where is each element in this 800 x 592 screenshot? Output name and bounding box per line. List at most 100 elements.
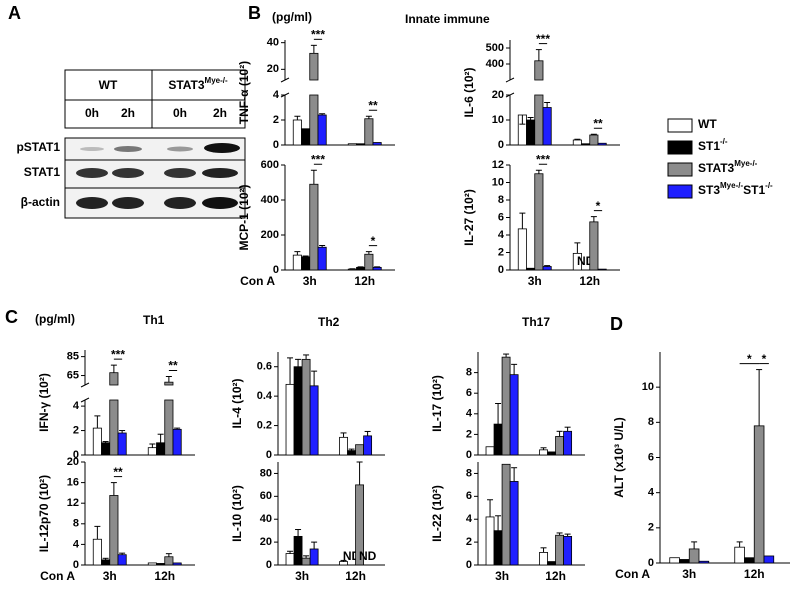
bar [597, 268, 607, 271]
y-tick-label: 8 [498, 194, 504, 206]
y-tick-label: 20 [260, 536, 272, 548]
bar [542, 266, 552, 271]
y-tick-label: 40 [260, 513, 272, 525]
blot-time: 2h [121, 106, 135, 120]
bar [309, 94, 319, 146]
bar [117, 432, 127, 456]
blot-group: WT [99, 78, 118, 92]
band [164, 197, 196, 209]
y-tick-label: 0 [498, 139, 504, 151]
y-tick-label: 10 [492, 114, 504, 126]
bar [534, 173, 544, 271]
y-tick-label: 200 [261, 229, 279, 241]
x-tick-label: 12h [579, 274, 600, 288]
superscript: Mye-/- [720, 181, 743, 190]
legend-label: WT [698, 117, 717, 131]
text: STAT3 [168, 78, 205, 92]
bar [293, 535, 303, 566]
plots: WTST1-/-STAT3Mye-/-ST3Mye-/-ST1-/-024204… [37, 28, 790, 583]
y-tick-label: 10 [492, 176, 504, 188]
blot-time: 0h [173, 106, 187, 120]
bar [164, 556, 174, 566]
bar [679, 559, 690, 564]
y-tick-label: 4 [73, 400, 80, 412]
bar [309, 183, 319, 271]
y-tick-label: 0 [266, 559, 272, 571]
text: ST3 [698, 183, 720, 197]
legend-label: ST1-/- [698, 137, 728, 153]
superscript: Mye-/- [205, 76, 228, 85]
section-title: Th2 [318, 315, 340, 329]
bar [172, 428, 182, 456]
panel-label: A [8, 3, 21, 23]
y-axis-label: ALT (x10³ U/L) [612, 417, 626, 497]
bar [147, 447, 157, 456]
x-tick-label: 12h [154, 569, 175, 583]
bar [589, 221, 599, 271]
bar [101, 442, 111, 456]
band [76, 168, 108, 178]
significance-label: * [762, 352, 767, 366]
blot-time: 0h [85, 106, 99, 120]
bar [539, 552, 548, 566]
bar [317, 114, 327, 146]
bar [555, 534, 565, 566]
y-tick-label: 65 [67, 369, 79, 381]
bar [301, 256, 311, 271]
y-tick-label: 20 [492, 89, 504, 101]
bar [509, 481, 519, 566]
y-tick-label: 4 [73, 538, 80, 550]
band [80, 147, 104, 151]
superscript: -/- [720, 137, 728, 146]
bar [292, 119, 302, 146]
y-tick-label: 8 [73, 518, 79, 530]
blot-group: STAT3Mye-/- [168, 76, 228, 92]
bar [347, 450, 356, 456]
y-tick-label: 8 [466, 367, 472, 379]
bar [542, 107, 552, 146]
significance-label: * [371, 234, 376, 248]
bar [164, 399, 174, 456]
legend-label: ST3Mye-/-ST1-/- [698, 181, 773, 197]
bar [597, 142, 607, 146]
x-tick-label: 3h [303, 274, 317, 288]
bar [339, 436, 348, 456]
y-tick-label: 6 [648, 451, 654, 463]
y-tick-label: 10 [642, 381, 654, 393]
text: ST1 [698, 139, 720, 153]
bar [372, 266, 382, 271]
bar [547, 451, 556, 456]
unit-label: (pg/ml) [272, 10, 312, 24]
y-axis-label: IL-22 (10²) [430, 485, 444, 542]
section-title: Th1 [143, 313, 165, 327]
bar [563, 430, 573, 456]
bar [301, 128, 311, 146]
bar [164, 381, 174, 386]
y-tick-label: 12 [67, 497, 79, 509]
significance-label: * [747, 352, 752, 366]
bar [317, 246, 327, 271]
y-tick-label: 600 [261, 159, 279, 171]
y-tick-label: 0 [273, 264, 279, 276]
y-tick-label: 0 [273, 139, 279, 151]
band [202, 197, 238, 209]
bar [156, 442, 166, 456]
bar [363, 435, 373, 456]
panel-label: D [610, 314, 623, 334]
bar [356, 143, 366, 146]
band [114, 146, 142, 152]
y-tick-label: 0 [73, 559, 79, 571]
bar [753, 425, 765, 564]
panel-label: B [248, 3, 261, 23]
bar [698, 560, 710, 564]
band [112, 168, 144, 178]
bar [101, 559, 111, 566]
superscript: -/- [765, 181, 773, 190]
bar [309, 548, 319, 566]
band [164, 168, 196, 178]
bar [493, 530, 503, 566]
bar [285, 383, 295, 456]
axis-break [505, 77, 515, 83]
band [204, 143, 240, 153]
